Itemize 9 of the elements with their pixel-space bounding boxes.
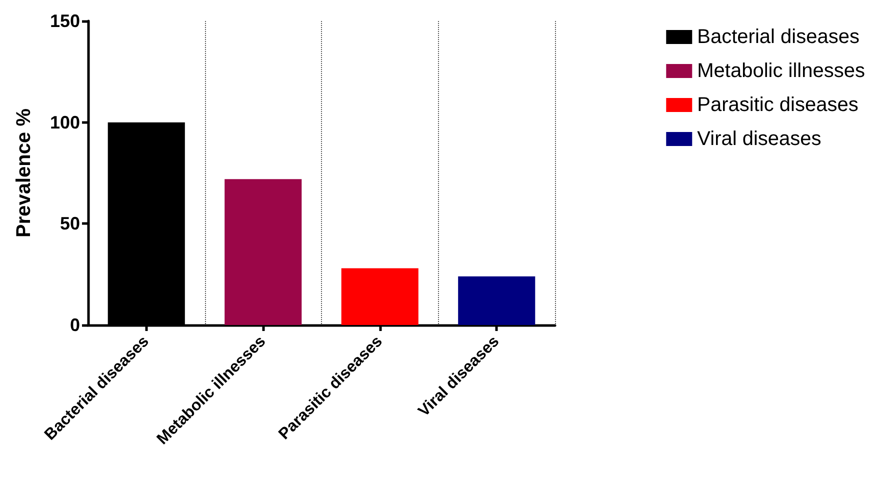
legend-label: Metabolic illnesses [697,60,866,82]
y-tick-label: 0 [70,315,80,335]
legend-label: Viral diseases [697,128,822,150]
y-tick-label: 100 [50,112,80,132]
legend-label: Parasitic diseases [697,94,858,116]
y-tick-label: 150 [50,11,80,31]
legend-label: Bacterial diseases [697,26,860,48]
y-tick-label: 50 [60,214,80,234]
y-axis-title: Prevalence % [13,108,35,238]
